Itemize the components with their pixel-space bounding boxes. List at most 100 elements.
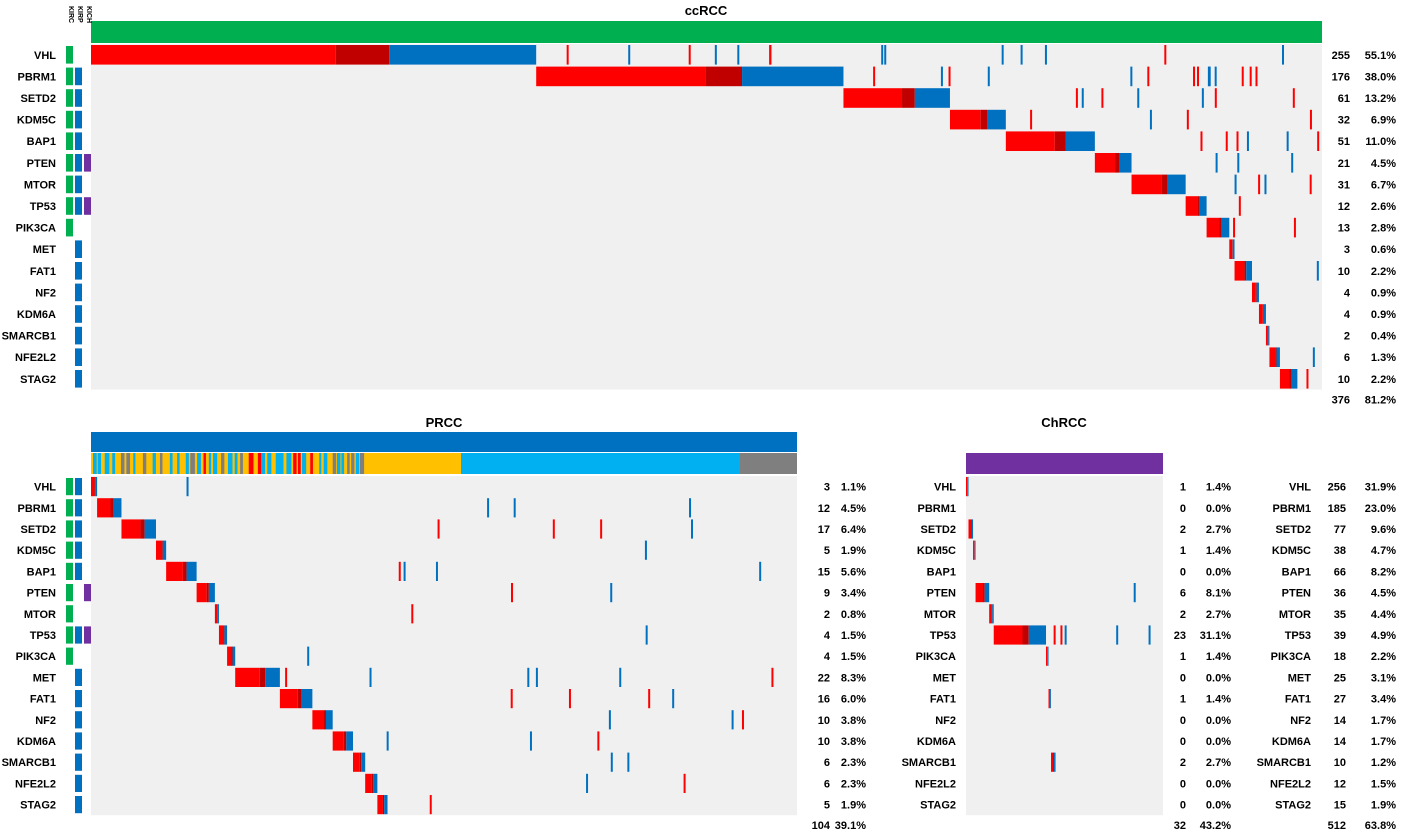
prcc-panel: PRCC VHL 3 1.1% PBRM1 12 4.5% SETD2 17 6.4% KDM5C 5… [2,415,867,832]
gene-label: SETD2 [21,524,56,536]
mutation-mark [1197,66,1200,87]
count-value: 0 [1180,503,1186,515]
mutation-mark [1116,625,1119,645]
mutation-mark [343,731,347,751]
mutation-mark [1186,109,1189,130]
gene-label: STAG2 [20,374,56,386]
mutation-mark [737,45,740,65]
count-value: 12 [1338,201,1350,213]
mutation-mark [208,583,215,603]
percent-value: 8.3% [841,672,866,684]
prcc-subtype-strip [337,453,341,474]
prcc-subtype-strip [142,453,147,474]
prcc-subtype-strip [355,453,360,474]
mutation-mark [259,667,266,687]
count-value: 1 [1180,651,1186,663]
mutation-mark [691,519,694,539]
mutation-mark [529,731,532,751]
mutation-mark [1001,45,1004,65]
gene-label: PTEN [1282,588,1311,600]
mutation-mark [389,45,537,65]
subtype-cell-kirc [66,499,73,517]
prcc-subtype-strip [185,453,189,474]
mutation-mark [182,561,187,581]
mutation-mark [227,646,232,666]
mutation-mark [1246,131,1249,151]
mutation-mark [843,88,903,108]
mutation-mark [771,667,774,687]
mutation-mark [1306,369,1309,389]
mutation-mark [1229,239,1233,259]
mutation-mark [902,88,915,108]
mutation-mark [1053,625,1056,645]
mutation-mark [1281,45,1284,65]
total-percent: 39.1% [835,820,866,832]
percent-value: 1.5% [1371,778,1396,790]
gene-label: KDM5C [17,545,56,557]
mutation-mark [373,773,378,793]
subtype-cell-kirc [66,132,73,150]
subtype-cell-kirp [75,132,82,150]
mutation-mark [948,66,951,87]
subtype-cell-kirc [66,605,73,623]
percent-value: 2.3% [841,757,866,769]
percent-value: 4.9% [1371,630,1396,642]
gene-label: MTOR [24,609,56,621]
mutation-mark [386,731,389,751]
percent-value: 0.6% [1371,244,1396,256]
mutation-mark [1289,369,1292,389]
count-value: 2 [1180,524,1186,536]
percent-value: 1.9% [1371,800,1396,812]
gene-label: KDM5C [917,545,956,557]
mutation-mark [121,519,141,539]
mutation-mark [1137,88,1140,108]
mutation-mark [1133,583,1136,603]
mutation-mark [769,45,772,65]
prcc-subtype-strip [293,453,297,474]
subtype-cell-kirc [66,110,73,129]
mutation-mark [648,689,651,709]
prcc-subtype-strip [257,453,262,474]
mutation-mark [231,646,233,666]
mutation-mark [1028,625,1047,645]
count-value: 32 [1338,115,1350,127]
mutation-mark [1309,174,1312,195]
mutation-mark [359,752,362,772]
mutation-mark [1255,66,1258,87]
mutation-mark [1054,131,1066,151]
mutation-mark [881,45,884,65]
subtype-cell-kirc [66,218,73,237]
mutation-mark [411,604,414,624]
percent-value: 1.3% [1371,352,1396,364]
prcc-subtype-strip [286,453,292,474]
count-value: 6 [1344,352,1350,364]
mutation-mark [566,45,569,65]
mutation-mark [1264,174,1267,195]
gene-label: SMARCB1 [2,331,56,343]
mutation-mark [1316,261,1319,281]
gene-label: SMARCB1 [2,757,56,769]
subtype-cell-kirc [66,647,73,665]
count-value: 14 [1334,736,1347,748]
percent-value: 38.0% [1365,71,1396,83]
count-value: 10 [1338,266,1350,278]
total-count: 32 [1174,820,1186,832]
count-value: 0 [1180,715,1186,727]
subtype-cell-kirp [75,732,82,750]
percent-value: 6.7% [1371,179,1396,191]
prcc-subtype-strip [177,453,180,474]
percent-value: 1.2% [1371,757,1396,769]
subtype-cell-kirp [75,110,82,129]
subtype-cell-kirc [66,89,73,107]
prcc-subtype-strip [347,453,350,474]
mutation-mark [1225,131,1228,151]
subtype-cell-kirp [75,89,82,107]
prcc-subtype-strip [221,453,225,474]
gene-label: MTOR [24,179,56,191]
count-value: 10 [1334,757,1346,769]
count-value: 0 [1180,778,1186,790]
mutation-mark [1234,261,1245,281]
subtype-cell-kirp [75,796,82,814]
count-value: 3 [1344,244,1350,256]
count-value: 12 [818,503,830,515]
